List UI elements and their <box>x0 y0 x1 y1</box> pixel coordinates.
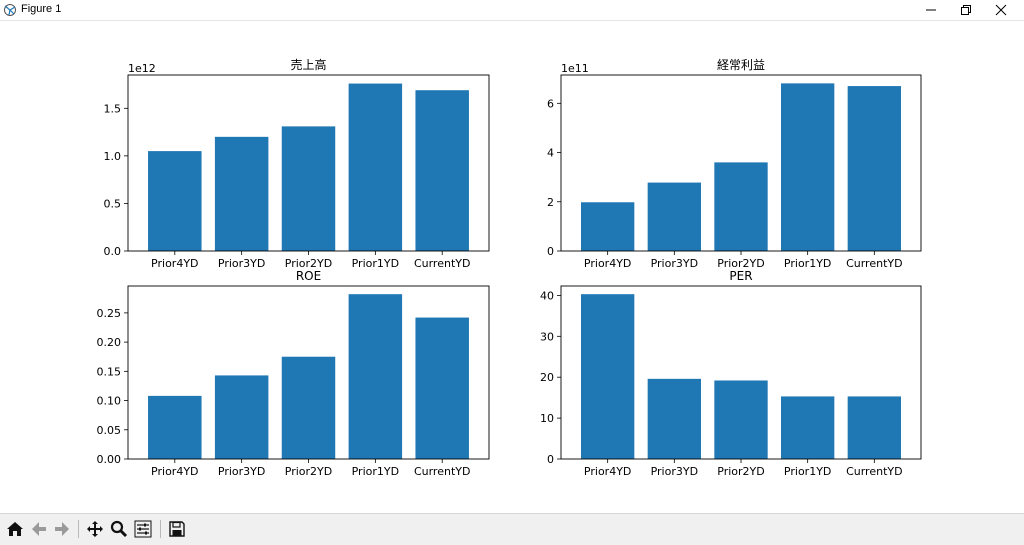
bar <box>214 136 269 251</box>
axes-frame <box>127 74 490 252</box>
bar <box>281 356 336 459</box>
bar <box>847 396 901 459</box>
y-tick-label: 0.0 <box>104 245 122 258</box>
x-tick-label: Prior4YD <box>151 465 198 478</box>
chart-title: ROE <box>296 269 321 283</box>
bar <box>281 126 336 251</box>
toolbar-separator <box>160 520 161 538</box>
bar <box>581 294 635 459</box>
back-button[interactable] <box>28 518 50 540</box>
pan-button[interactable] <box>84 518 106 540</box>
bar <box>148 395 202 459</box>
y-tick-label: 0 <box>547 453 554 466</box>
bar <box>781 83 835 251</box>
y-tick-label: 0.5 <box>104 197 122 210</box>
y-tick-label: 0.20 <box>97 336 122 349</box>
x-tick-label: Prior3YD <box>218 465 265 478</box>
close-icon <box>995 4 1007 16</box>
forward-icon <box>55 522 69 536</box>
y-tick-label: 0.25 <box>97 307 122 320</box>
chart-title: PER <box>729 269 752 283</box>
bar <box>214 375 269 459</box>
x-tick-label: Prior1YD <box>352 465 399 478</box>
navigation-toolbar <box>0 513 1024 545</box>
y-tick-label: 0.05 <box>97 424 122 437</box>
bar <box>714 162 768 251</box>
x-tick-label: CurrentYD <box>414 257 471 270</box>
x-tick-label: CurrentYD <box>846 465 903 478</box>
x-tick-label: Prior4YD <box>584 465 631 478</box>
chart-title: 売上高 <box>290 57 326 72</box>
x-tick-label: Prior2YD <box>717 465 764 478</box>
configure-subplots-button[interactable] <box>132 518 154 540</box>
x-tick-label: CurrentYD <box>846 257 903 270</box>
y-tick-label: 1.0 <box>104 150 122 163</box>
figure-svg: Prior4YD Prior3YD Prior2YD Prior1YD CurrentY… <box>97 57 922 478</box>
window-title: Figure 1 <box>21 3 62 15</box>
close-button[interactable] <box>978 0 1024 20</box>
zoom-button[interactable] <box>108 518 130 540</box>
x-tick-label: Prior2YD <box>285 465 332 478</box>
zoom-icon <box>110 520 128 538</box>
x-tick-label: Prior3YD <box>218 257 265 270</box>
chart-title: 経常利益 <box>717 58 765 72</box>
y-tick-label: 1.5 <box>104 102 122 115</box>
offset-label: 1e12 <box>128 62 156 75</box>
bar <box>415 317 469 459</box>
back-icon <box>32 522 46 536</box>
x-tick-label: Prior2YD <box>285 257 332 270</box>
x-tick-label: Prior4YD <box>151 257 198 270</box>
axes-frame <box>127 285 490 460</box>
axes-frame <box>560 74 922 252</box>
y-tick-label: 0.10 <box>97 395 122 408</box>
save-icon <box>169 521 185 537</box>
minimize-icon <box>926 9 936 11</box>
app-icon <box>4 4 16 16</box>
pan-icon <box>87 521 103 537</box>
x-tick-label: Prior1YD <box>784 465 831 478</box>
y-tick-label: 6 <box>547 97 554 110</box>
bar <box>415 90 469 251</box>
bar <box>647 182 701 251</box>
x-tick-label: Prior1YD <box>784 257 831 270</box>
bar <box>348 83 403 251</box>
bar <box>847 86 901 251</box>
y-tick-label: 4 <box>547 147 554 160</box>
figure-canvas[interactable]: Prior4YD Prior3YD Prior2YD Prior1YD CurrentY… <box>0 21 1024 513</box>
y-tick-label: 2 <box>547 196 554 209</box>
x-tick-label: Prior2YD <box>717 257 764 270</box>
bar <box>781 396 835 459</box>
y-tick-label: 0.00 <box>97 453 122 466</box>
y-tick-label: 0 <box>547 245 554 258</box>
configure-subplots-icon <box>134 520 152 538</box>
x-tick-label: Prior3YD <box>651 465 698 478</box>
restore-button[interactable] <box>943 0 989 20</box>
y-tick-label: 30 <box>540 330 554 343</box>
home-button[interactable] <box>4 518 26 540</box>
axes-frame <box>560 285 922 460</box>
forward-button[interactable] <box>51 518 73 540</box>
offset-label: 1e11 <box>561 62 589 75</box>
x-tick-label: Prior4YD <box>584 257 631 270</box>
toolbar-separator <box>78 520 79 538</box>
y-tick-label: 40 <box>540 289 554 302</box>
x-tick-label: Prior3YD <box>651 257 698 270</box>
home-icon <box>7 522 23 536</box>
minimize-button[interactable] <box>908 0 954 20</box>
restore-icon <box>961 5 971 15</box>
save-button[interactable] <box>166 518 188 540</box>
x-tick-label: Prior1YD <box>352 257 399 270</box>
y-tick-label: 10 <box>540 412 554 425</box>
y-tick-label: 20 <box>540 371 554 384</box>
x-tick-label: CurrentYD <box>414 465 471 478</box>
bar <box>714 380 768 459</box>
y-tick-label: 0.15 <box>97 365 122 378</box>
bar <box>148 151 202 251</box>
window-title-bar: Figure 1 <box>0 0 1024 21</box>
bar <box>348 294 403 459</box>
bar <box>647 378 701 459</box>
bar <box>581 202 635 251</box>
